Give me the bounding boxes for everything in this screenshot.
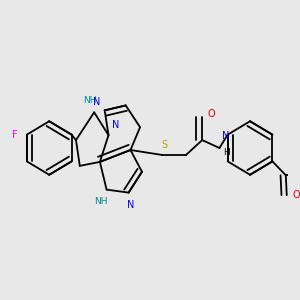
Text: N: N xyxy=(127,200,134,211)
Text: O: O xyxy=(292,190,300,200)
Text: O: O xyxy=(208,109,216,119)
Text: NH: NH xyxy=(84,96,97,105)
Text: H: H xyxy=(223,148,230,158)
Text: S: S xyxy=(162,140,168,150)
Text: F: F xyxy=(12,130,17,140)
Text: N: N xyxy=(112,120,119,130)
Text: N: N xyxy=(93,98,101,107)
Text: N: N xyxy=(223,131,230,141)
Text: NH: NH xyxy=(94,197,108,206)
